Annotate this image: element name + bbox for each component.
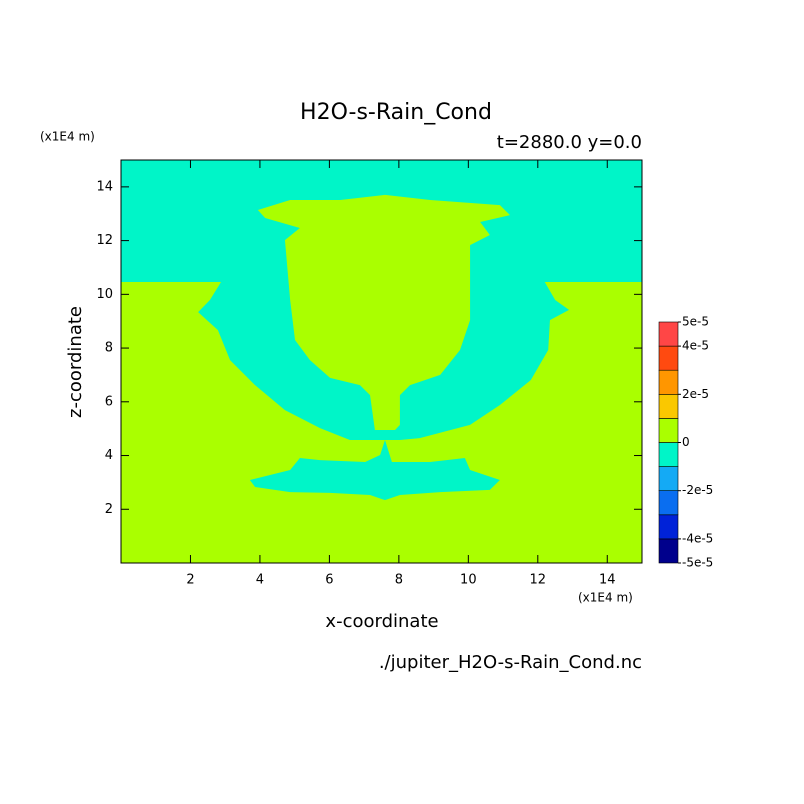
colorbar-label: 4e-5	[682, 339, 709, 353]
y-tick-label: 14	[96, 179, 113, 194]
plot-frame	[120, 159, 643, 564]
x-tick-label: 12	[530, 573, 547, 588]
colorbar-label: -2e-5	[682, 483, 713, 497]
colorbar-segment	[658, 490, 679, 516]
y-tick-label: 4	[105, 448, 113, 463]
y-tick-label: 6	[105, 394, 113, 409]
colorbar-segment	[658, 538, 679, 564]
footer: ./jupiter_H2O-s-Rain_Cond.nc	[379, 652, 642, 673]
contour-region	[249, 439, 500, 501]
x-unit: (x1E4 m)	[578, 591, 633, 605]
colorbar-segment	[658, 321, 679, 347]
x-tick-label: 10	[460, 573, 477, 588]
subtitle: t=2880.0 y=0.0	[497, 132, 642, 153]
colorbar-label: 2e-5	[682, 387, 709, 401]
chart-title: H2O-s-Rain_Cond	[300, 100, 492, 125]
x-tick-label: 6	[325, 573, 333, 588]
y-tick-label: 10	[96, 287, 113, 302]
y-unit: (x1E4 m)	[40, 130, 95, 144]
x-tick-label: 4	[256, 573, 264, 588]
y-axis-label: z-coordinate	[65, 306, 86, 418]
colorbar-segment	[658, 466, 679, 492]
colorbar-segment	[658, 345, 679, 371]
x-axis-label: x-coordinate	[325, 611, 438, 632]
colorbar-segment	[658, 442, 679, 467]
y-tick-label: 12	[96, 233, 113, 248]
colorbar-segment	[658, 418, 679, 443]
x-tick-label: 8	[395, 573, 403, 588]
colorbar-label: 5e-5	[682, 315, 709, 329]
x-tick-label: 2	[186, 573, 194, 588]
colorbar-label: -4e-5	[682, 531, 713, 545]
plot-area	[121, 160, 642, 563]
colorbar-label: -5e-5	[682, 556, 713, 570]
colorbar-segment	[658, 514, 679, 540]
contour-region	[257, 194, 511, 431]
colorbar-segment	[658, 369, 679, 395]
colorbar-label: 0	[682, 435, 690, 449]
x-tick-label: 14	[599, 573, 616, 588]
y-tick-label: 2	[105, 502, 113, 517]
y-tick-label: 8	[105, 341, 113, 356]
colorbar-segment	[658, 393, 679, 419]
